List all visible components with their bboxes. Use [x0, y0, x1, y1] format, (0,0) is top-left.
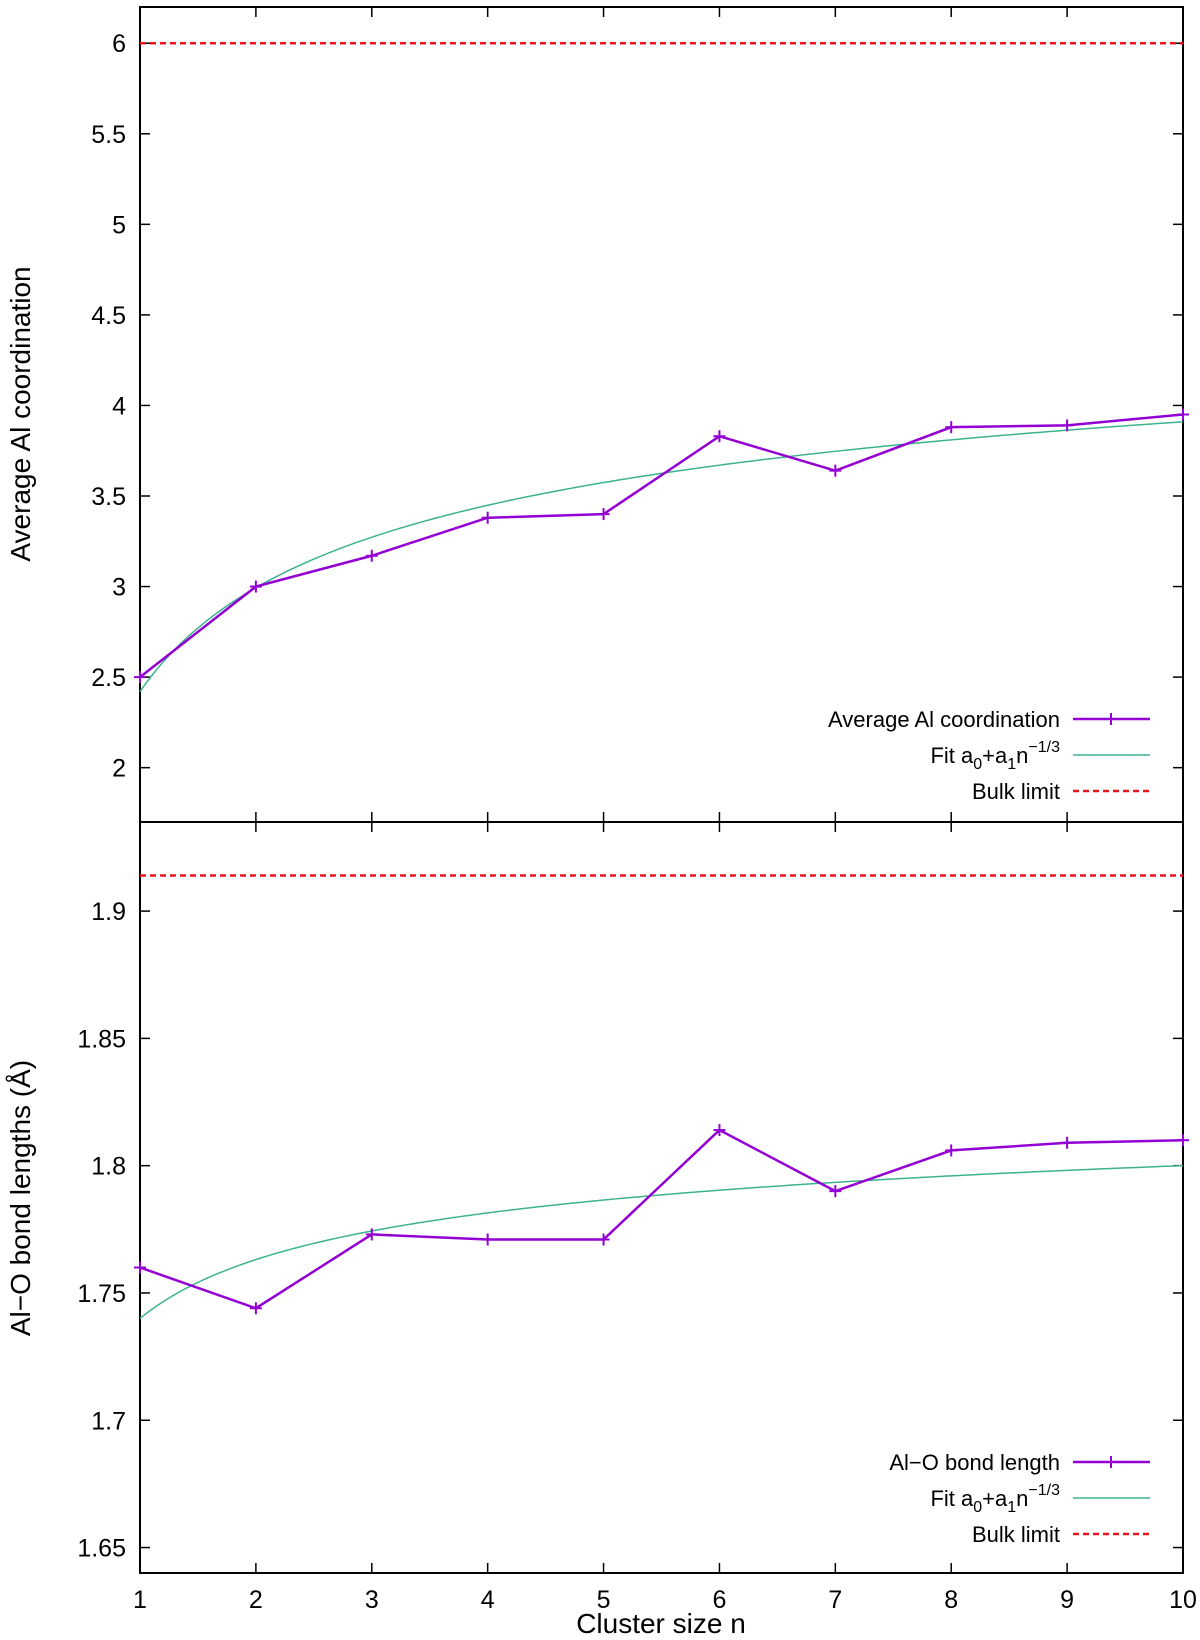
top-fit-curve [139, 421, 1184, 693]
top-x-ticks [139, 7, 1184, 822]
top-data-point [829, 464, 842, 477]
top-data-point [134, 671, 146, 684]
top-data-point [597, 508, 610, 521]
xtick-label: 3 [365, 1586, 379, 1614]
bottom-data-point [249, 1302, 262, 1315]
bottom-data-point [134, 1261, 146, 1274]
top-ytick-label: 3 [112, 574, 126, 602]
xtick-label: 1 [133, 1586, 147, 1614]
bottom-data-point [1061, 1136, 1074, 1149]
top-data-point [1177, 408, 1189, 421]
bottom-x-ticks: 1 2 3 4 5 6 7 8 9 10 [133, 822, 1197, 1614]
top-ytick-label: 5.5 [91, 121, 126, 149]
bottom-ytick-label: 1.75 [77, 1280, 126, 1308]
top-ytick-label: 6 [112, 30, 126, 58]
xtick-label: 6 [712, 1586, 726, 1614]
top-data-point [713, 430, 726, 443]
bottom-data-point [1177, 1134, 1189, 1147]
bottom-ytick-label: 1.65 [77, 1535, 126, 1563]
top-data-point [249, 580, 262, 593]
bottom-data-point [597, 1233, 610, 1246]
bottom-data-point [945, 1144, 958, 1157]
bottom-legend-bulk-label: Bulk limit [972, 1522, 1060, 1547]
top-ytick-label: 2.5 [91, 664, 126, 692]
top-data-point [481, 511, 494, 524]
xtick-label: 9 [1060, 1586, 1074, 1614]
bottom-data-point [829, 1185, 842, 1198]
bottom-panel: 1.65 1.7 1.75 1.8 1.85 1.9 1 2 3 4 5 6 7 8 9 10 Al−O b… [5, 821, 1197, 1639]
bottom-legend-fit-label: Fit a0+a1n−1/3 [930, 1482, 1060, 1516]
top-y-axis-label: Average Al coordination [5, 266, 36, 561]
bottom-legend: Al−O bond length Fit a0+a1n−1/3 Bulk lim… [889, 1450, 1150, 1547]
x-axis-label: Cluster size n [576, 1608, 746, 1639]
xtick-label: 10 [1169, 1586, 1197, 1614]
bottom-data-point [365, 1228, 378, 1241]
top-ytick-label: 4 [112, 392, 126, 420]
top-data-point [945, 421, 958, 434]
xtick-label: 4 [481, 1586, 495, 1614]
xtick-label: 5 [597, 1586, 611, 1614]
bottom-plot-area [134, 874, 1189, 1320]
top-plot-area [134, 41, 1189, 693]
top-legend-bulk-label: Bulk limit [972, 779, 1060, 804]
top-legend: Average Al coordination Fit a0+a1n−1/3 B… [828, 707, 1150, 804]
bottom-ytick-label: 1.7 [91, 1407, 126, 1435]
top-legend-data-label: Average Al coordination [828, 707, 1060, 732]
top-ytick-label: 2 [112, 755, 126, 783]
xtick-label: 2 [249, 1586, 263, 1614]
xtick-label: 7 [828, 1586, 842, 1614]
bottom-data-line [139, 1128, 1184, 1310]
bottom-y-axis-label: Al−O bond lengths (Å) [5, 1060, 36, 1336]
bottom-ytick-label: 1.9 [91, 898, 126, 926]
top-data-point [365, 549, 378, 562]
bottom-plot-frame [139, 821, 1184, 1574]
bottom-legend-data-label: Al−O bond length [889, 1450, 1060, 1475]
top-ytick-label: 4.5 [91, 302, 126, 330]
xtick-label: 8 [944, 1586, 958, 1614]
top-y-ticks: 2 2.5 3 3.5 4 4.5 5 5.5 6 [91, 30, 1183, 783]
top-ytick-label: 5 [112, 211, 126, 239]
top-data-point [1061, 419, 1074, 432]
bottom-data-point [713, 1124, 726, 1137]
top-panel: 2 2.5 3 3.5 4 4.5 5 5.5 6 Average Al coordinatio… [5, 6, 1189, 823]
top-legend-fit-label: Fit a0+a1n−1/3 [930, 739, 1060, 773]
bottom-data-point [481, 1233, 494, 1246]
bottom-ytick-label: 1.85 [77, 1025, 126, 1053]
bottom-fit-curve [139, 1164, 1184, 1320]
top-data-line [139, 413, 1184, 679]
top-ytick-label: 3.5 [91, 483, 126, 511]
bottom-ytick-label: 1.8 [91, 1153, 126, 1181]
